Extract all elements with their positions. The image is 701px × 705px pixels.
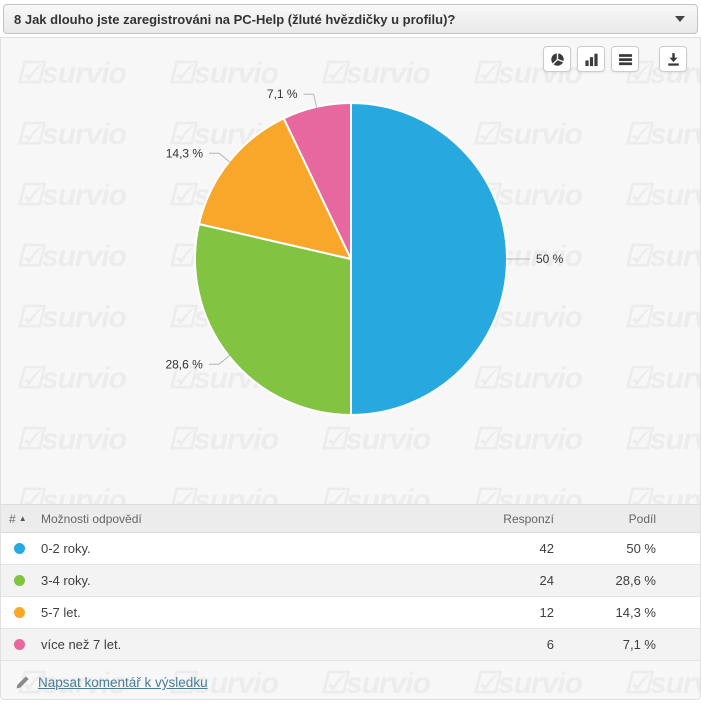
pie-slice-0[interactable] bbox=[350, 102, 508, 416]
pie-percentage-label: 28,6 % bbox=[165, 357, 203, 371]
pie-callout-line bbox=[303, 93, 318, 108]
row-label: 5-7 let. bbox=[41, 605, 81, 620]
table-row: více než 7 let. 6 7,1 % bbox=[1, 629, 700, 661]
bar-chart-view-button[interactable] bbox=[577, 46, 605, 72]
row-share: 50 % bbox=[626, 541, 656, 556]
pencil-icon bbox=[16, 676, 29, 689]
legend-dot bbox=[14, 543, 25, 554]
write-comment-link[interactable]: Napsat komentář k výsledku bbox=[38, 675, 208, 690]
question-header[interactable]: 8 Jak dlouho jste zaregistrováni na PC-H… bbox=[3, 4, 698, 34]
header-index[interactable]: # ▲ bbox=[9, 511, 27, 526]
results-table: # ▲ Možnosti odpovědí Responzí Podíl 0-2 … bbox=[1, 504, 700, 661]
table-header-row: # ▲ Možnosti odpovědí Responzí Podíl bbox=[1, 504, 700, 533]
table-row: 0-2 roky. 42 50 % bbox=[1, 533, 700, 565]
row-label: 0-2 roky. bbox=[41, 541, 91, 556]
table-view-button[interactable] bbox=[611, 46, 639, 72]
row-responses: 12 bbox=[539, 605, 554, 620]
download-icon bbox=[667, 52, 679, 66]
sort-ascending-icon: ▲ bbox=[18, 514, 27, 523]
header-responses[interactable]: Responzí bbox=[503, 511, 554, 526]
row-responses: 6 bbox=[546, 637, 554, 652]
collapse-caret-icon[interactable] bbox=[675, 16, 685, 22]
pie-chart-area: 50 % 28,6 % 14,3 % 7,1 % bbox=[1, 72, 700, 504]
row-share: 7,1 % bbox=[622, 637, 656, 652]
row-responses: 42 bbox=[539, 541, 554, 556]
legend-dot bbox=[14, 639, 25, 650]
legend-dot bbox=[14, 575, 25, 586]
pie-percentage-label: 7,1 % bbox=[267, 87, 298, 101]
row-label: 3-4 roky. bbox=[41, 573, 91, 588]
row-responses: 24 bbox=[539, 573, 554, 588]
table-view-icon bbox=[618, 53, 632, 65]
pie-percentage-label: 50 % bbox=[536, 252, 564, 266]
table-row: 3-4 roky. 24 28,6 % bbox=[1, 565, 700, 597]
row-share: 28,6 % bbox=[615, 573, 656, 588]
pie-chart-view-button[interactable] bbox=[543, 46, 571, 72]
results-panel: ☑survio☑survio☑survio☑survio☑survio☑surv… bbox=[0, 37, 701, 700]
pie-callout-line bbox=[208, 355, 231, 365]
download-button[interactable] bbox=[659, 46, 687, 72]
comment-row: Napsat komentář k výsledku bbox=[1, 661, 700, 690]
legend-dot bbox=[14, 607, 25, 618]
table-row: 5-7 let. 12 14,3 % bbox=[1, 597, 700, 629]
pie-callout-line bbox=[209, 152, 231, 163]
question-title: 8 Jak dlouho jste zaregistrováni na PC-H… bbox=[14, 11, 456, 27]
chart-toolbar bbox=[1, 38, 700, 72]
header-share[interactable]: Podíl bbox=[628, 511, 656, 526]
header-options[interactable]: Možnosti odpovědí bbox=[41, 511, 142, 526]
pie-chart-icon bbox=[550, 52, 564, 66]
pie-chart: 50 % 28,6 % 14,3 % 7,1 % bbox=[165, 87, 564, 416]
row-label: více než 7 let. bbox=[41, 637, 122, 652]
row-share: 14,3 % bbox=[615, 605, 656, 620]
pie-percentage-label: 14,3 % bbox=[166, 146, 204, 160]
bar-chart-icon bbox=[584, 53, 598, 66]
